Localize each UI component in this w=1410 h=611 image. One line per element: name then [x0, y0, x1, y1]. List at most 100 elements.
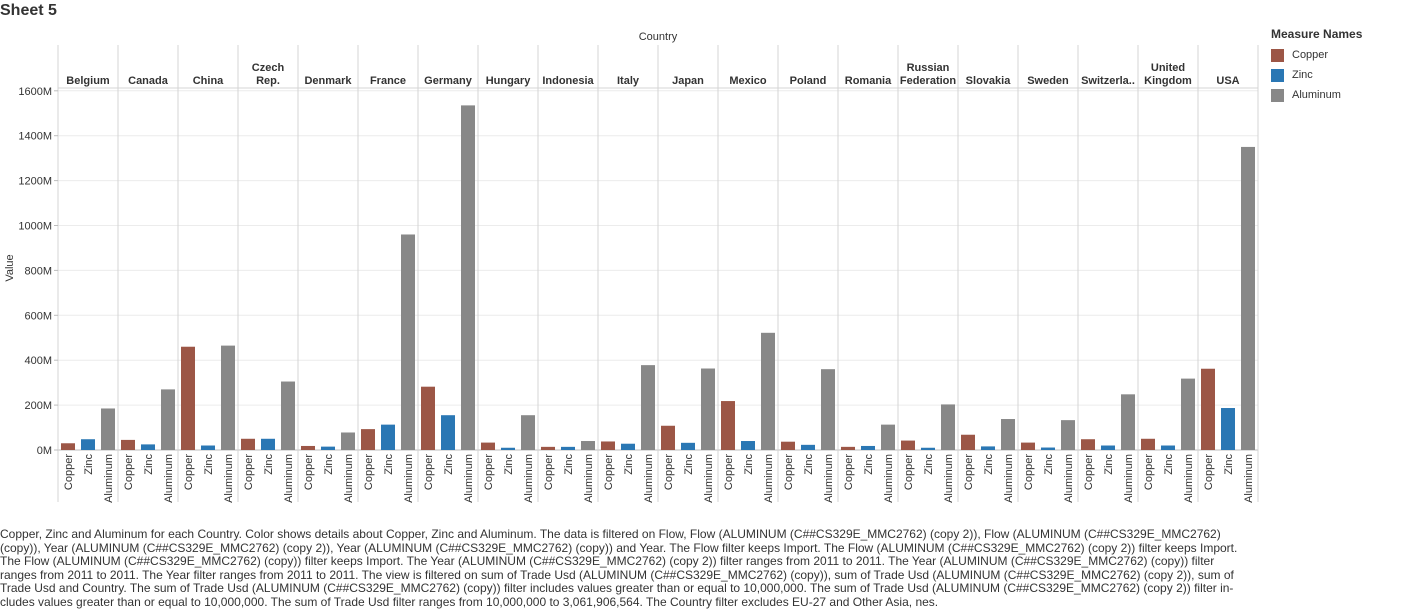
bar-hungary-aluminum [521, 415, 535, 450]
measure-label-copper: Copper [243, 454, 255, 490]
bar-france-copper [361, 429, 375, 450]
country-header-sweden: Sweden [1027, 75, 1069, 87]
measure-label-aluminum: Aluminum [283, 454, 295, 503]
country-header-united-kingdom: Kingdom [1144, 75, 1192, 87]
country-header-china: China [193, 75, 224, 87]
bar-czech-rep-copper [241, 438, 255, 450]
country-header-poland: Poland [790, 75, 827, 87]
bar-china-zinc [201, 445, 215, 450]
measure-label-zinc: Zinc [443, 454, 455, 475]
bar-sweden-zinc [1041, 447, 1055, 450]
bar-indonesia-copper [541, 446, 555, 450]
bar-mexico-copper [721, 401, 735, 450]
bar-italy-copper [601, 441, 615, 450]
measure-label-copper: Copper [723, 454, 735, 490]
measure-label-zinc: Zinc [323, 454, 335, 475]
y-tick-label: 200M [24, 400, 52, 412]
y-tick-label: 600M [24, 310, 52, 322]
bar-switzerla-aluminum [1121, 394, 1135, 450]
measure-label-aluminum: Aluminum [643, 454, 655, 503]
measure-label-zinc: Zinc [1223, 454, 1235, 475]
measure-label-aluminum: Aluminum [403, 454, 415, 503]
measure-label-aluminum: Aluminum [883, 454, 895, 503]
measure-label-zinc: Zinc [1103, 454, 1115, 475]
bar-poland-zinc [801, 444, 815, 450]
legend-item-zinc[interactable]: Zinc [1271, 65, 1406, 85]
bar-romania-copper [841, 446, 855, 450]
gridlines [57, 45, 1259, 502]
measure-label-aluminum: Aluminum [823, 454, 835, 503]
legend-item-copper[interactable]: Copper [1271, 45, 1406, 65]
y-tick-label: 800M [24, 265, 52, 277]
country-header-italy: Italy [617, 75, 640, 87]
legend-item-aluminum[interactable]: Aluminum [1271, 85, 1406, 105]
bar-japan-aluminum [701, 368, 715, 450]
measure-label-copper: Copper [1143, 454, 1155, 490]
bar-slovakia-aluminum [1001, 419, 1015, 450]
bar-china-aluminum [221, 345, 235, 450]
bar-china-copper [181, 346, 195, 450]
measure-label-aluminum: Aluminum [103, 454, 115, 503]
bar-usa-aluminum [1241, 146, 1255, 451]
bar-canada-aluminum [161, 389, 175, 450]
legend-swatch-zinc [1271, 68, 1284, 82]
measure-label-aluminum: Aluminum [583, 454, 595, 503]
measure-label-aluminum: Aluminum [1183, 454, 1195, 503]
bar-belgium-zinc [81, 439, 95, 450]
measure-label-copper: Copper [1083, 454, 1095, 490]
country-header-germany: Germany [424, 75, 473, 87]
bar-russian-federation-aluminum [941, 404, 955, 450]
bar-belgium-copper [61, 443, 75, 450]
measure-label-aluminum: Aluminum [1063, 454, 1075, 503]
country-header-czech-rep: Rep. [256, 75, 280, 87]
measure-label-zinc: Zinc [1043, 454, 1055, 475]
measure-label-copper: Copper [303, 454, 315, 490]
measure-label-zinc: Zinc [743, 454, 755, 475]
bar-denmark-zinc [321, 446, 335, 450]
bar-indonesia-zinc [561, 446, 575, 450]
measure-label-copper: Copper [363, 454, 375, 490]
bar-mexico-aluminum [761, 332, 775, 450]
country-header-france: France [370, 75, 406, 87]
bar-poland-copper [781, 441, 795, 450]
measure-label-zinc: Zinc [983, 454, 995, 475]
bar-japan-copper [661, 425, 675, 450]
measure-label-copper: Copper [963, 454, 975, 490]
measure-label-aluminum: Aluminum [703, 454, 715, 503]
measure-label-zinc: Zinc [203, 454, 215, 475]
chart-caption: Copper, Zinc and Aluminum for each Count… [0, 527, 1238, 609]
measure-label-aluminum: Aluminum [763, 454, 775, 503]
legend-label-zinc: Zinc [1292, 69, 1313, 81]
bar-france-aluminum [401, 234, 415, 450]
legend: Measure Names Copper Zinc Aluminum [1271, 27, 1406, 105]
measure-label-copper: Copper [63, 454, 75, 490]
measure-label-copper: Copper [903, 454, 915, 490]
measure-label-zinc: Zinc [683, 454, 695, 475]
y-tick-label: 1600M [18, 86, 52, 98]
bar-slovakia-zinc [981, 446, 995, 450]
country-header-russian-federation: Russian [907, 62, 950, 74]
legend-swatch-aluminum [1271, 88, 1284, 102]
y-tick-label: 1000M [18, 221, 52, 233]
y-tick-label: 1200M [18, 176, 52, 188]
measure-label-aluminum: Aluminum [223, 454, 235, 503]
legend-label-copper: Copper [1292, 49, 1329, 61]
country-header-usa: USA [1216, 75, 1239, 87]
legend-title: Measure Names [1271, 27, 1363, 41]
bar-sweden-aluminum [1061, 420, 1075, 450]
bar-denmark-copper [301, 445, 315, 450]
bar-japan-zinc [681, 442, 695, 450]
measure-label-zinc: Zinc [503, 454, 515, 475]
bar-hungary-copper [481, 442, 495, 450]
measure-label-zinc: Zinc [1163, 454, 1175, 475]
bar-usa-zinc [1221, 408, 1235, 450]
bar-denmark-aluminum [341, 432, 355, 450]
measure-label-zinc: Zinc [623, 454, 635, 475]
measure-label-aluminum: Aluminum [1003, 454, 1015, 503]
country-header-canada: Canada [128, 75, 169, 87]
measure-label-zinc: Zinc [263, 454, 275, 475]
measure-label-aluminum: Aluminum [1243, 454, 1255, 503]
country-header-japan: Japan [672, 75, 704, 87]
bar-united-kingdom-copper [1141, 438, 1155, 450]
